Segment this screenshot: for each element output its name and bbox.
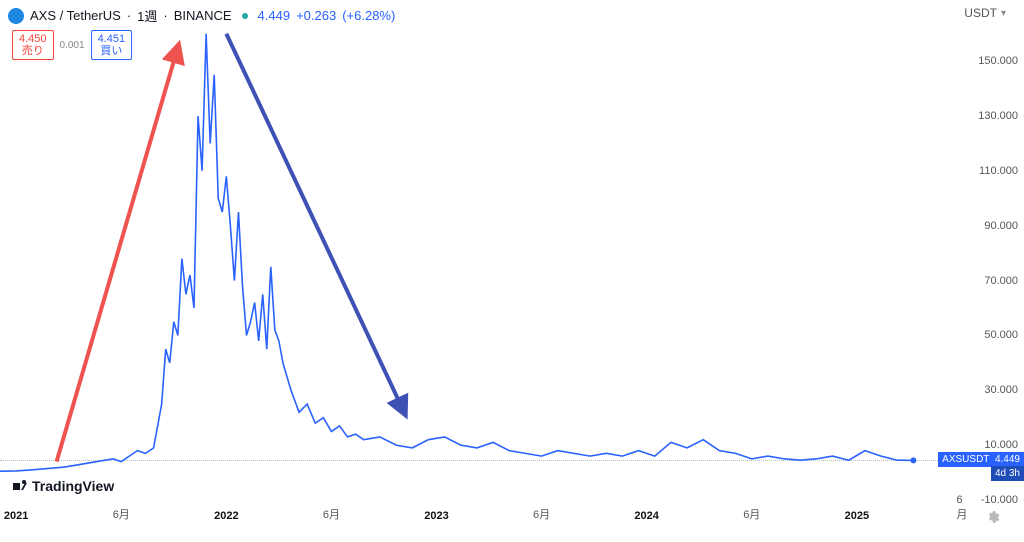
y-tick-label: -10.000 <box>981 494 1018 506</box>
chart-svg <box>0 20 970 500</box>
x-tick-label: 6月 <box>113 506 130 522</box>
x-tick-label: 2024 <box>634 510 658 522</box>
tradingview-icon <box>12 478 28 494</box>
market-status-icon <box>242 13 248 19</box>
y-tick-label: 10.000 <box>984 439 1018 451</box>
settings-button[interactable] <box>986 510 1000 524</box>
gear-icon <box>986 510 1000 524</box>
y-tick-label: 70.000 <box>984 275 1018 287</box>
quote-currency-select[interactable]: USDT ▾ <box>964 6 1006 20</box>
y-axis[interactable]: -10.00010.00030.00050.00070.00090.000110… <box>970 20 1024 484</box>
x-tick-label: 2021 <box>4 510 28 522</box>
chart-plot[interactable] <box>0 20 970 500</box>
y-tick-label: 90.000 <box>984 220 1018 232</box>
y-tick-label: 110.000 <box>979 165 1018 177</box>
y-tick-label: 50.000 <box>984 329 1018 341</box>
tradingview-logo[interactable]: TradingView <box>12 478 114 494</box>
x-tick-label: 2025 <box>845 510 869 522</box>
quote-currency-label: USDT <box>964 6 997 20</box>
brand-text: TradingView <box>32 478 114 494</box>
x-tick-label: 6月 <box>533 506 550 522</box>
y-tick-label: 150.000 <box>978 55 1018 67</box>
x-tick-label: 6月 <box>743 506 760 522</box>
x-tick-label: 6月 <box>323 506 340 522</box>
y-tick-label: 30.000 <box>984 384 1018 396</box>
y-tick-label: 130.000 <box>978 110 1018 122</box>
x-axis[interactable]: 20216月20226月20236月20246月20256月 <box>0 500 964 542</box>
x-tick-label: 2022 <box>214 510 238 522</box>
x-tick-label: 2023 <box>424 510 448 522</box>
chevron-down-icon: ▾ <box>1001 8 1006 19</box>
